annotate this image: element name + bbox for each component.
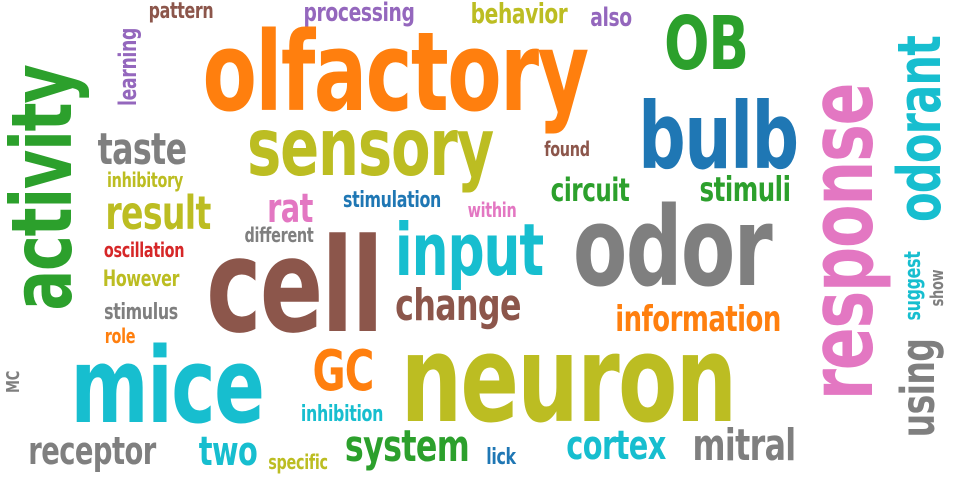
word-inhibitory: inhibitory [106,168,184,192]
word-MC: MC [3,371,24,393]
word-suggest: suggest [901,251,926,321]
word-stimuli: stimuli [699,170,791,210]
word-also: also [590,3,632,33]
word-pattern: pattern [148,0,214,24]
word-OB: OB [664,1,749,87]
word-receptor: receptor [28,429,156,473]
word-using: using [891,338,945,438]
word-lick: lick [486,445,516,470]
word-mitral: mitral [692,420,796,471]
word-neuron: neuron [400,311,737,450]
word-change: change [395,280,521,331]
word-rat: rat [267,186,313,232]
word-sensory: sensory [246,101,494,194]
word-However: However [102,267,180,292]
word-odor: odor [572,183,773,311]
word-cell: cell [206,210,384,362]
word-mice: mice [70,325,265,447]
word-behavior: behavior [470,0,568,30]
word-circuit: circuit [550,171,630,209]
word-show: show [927,269,948,307]
word-system: system [344,421,470,472]
word-within: within [467,198,517,222]
word-input: input [394,208,544,292]
word-bulb: bulb [638,83,799,190]
word-taste: taste [97,124,187,175]
word-response: response [790,83,893,401]
word-information: information [615,299,781,340]
word-found: found [544,137,590,161]
word-learning: learning [114,28,142,106]
word-two: two [198,429,258,475]
word-role: role [104,324,136,348]
word-cortex: cortex [566,423,666,469]
word-different: different [244,223,314,247]
word-stimulus: stimulus [104,300,178,325]
word-inhibition: inhibition [300,402,384,427]
word-oscillation: oscillation [103,238,185,262]
word-olfactory: olfactory [202,8,589,136]
word-result: result [105,186,211,240]
word-stimulation: stimulation [342,188,442,213]
word-activity: activity [0,65,91,311]
word-odorant: odorant [885,35,955,223]
word-processing: processing [303,0,415,28]
word-GC: GC [312,339,374,404]
word-specific: specific [268,450,328,474]
